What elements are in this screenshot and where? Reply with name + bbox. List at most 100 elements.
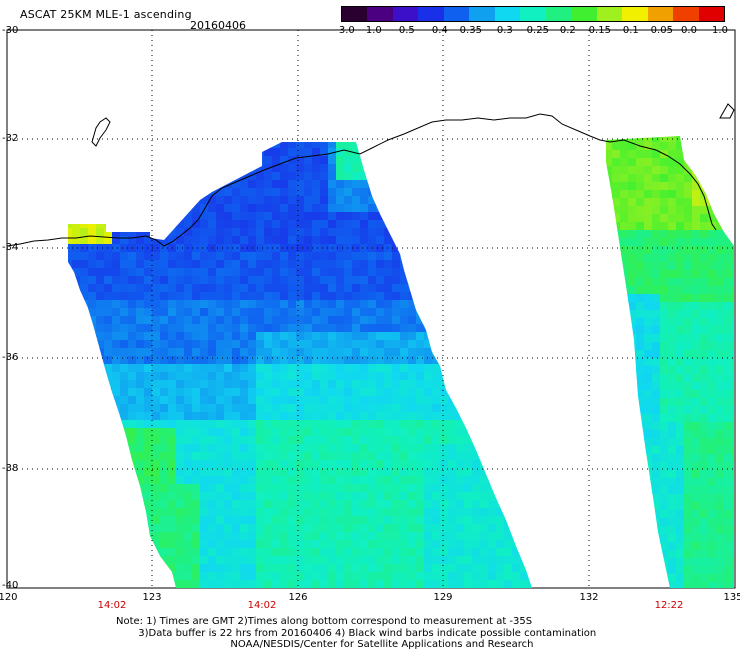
- swath-cell: [136, 468, 145, 477]
- swath-cell: [376, 540, 385, 549]
- swath-cell: [280, 564, 289, 573]
- swath-cell: [264, 252, 273, 261]
- swath-cell: [280, 180, 289, 189]
- swath-cell: [708, 270, 717, 279]
- swath-cell: [256, 292, 265, 301]
- swath-cell: [448, 484, 457, 493]
- swath-cell: [392, 548, 401, 557]
- swath-cell: [692, 254, 701, 263]
- swath-cell: [200, 468, 209, 477]
- swath-cell: [240, 348, 249, 357]
- swath-cell: [320, 468, 329, 477]
- swath-cell: [700, 534, 709, 543]
- swath-cell: [376, 436, 385, 445]
- swath-cell: [216, 540, 225, 549]
- swath-cell: [700, 550, 709, 559]
- swath-cell: [248, 172, 257, 181]
- swath-cell: [384, 228, 393, 237]
- swath-cell: [628, 182, 637, 191]
- swath-cell: [232, 180, 241, 189]
- swath-cell: [152, 276, 161, 285]
- swath-cell: [296, 548, 305, 557]
- swath-cell: [448, 564, 457, 573]
- swath-cell: [136, 324, 145, 333]
- swath-cell: [328, 268, 337, 277]
- swath-cell: [636, 366, 645, 375]
- swath-cell: [288, 308, 297, 317]
- swath-cell: [724, 318, 733, 327]
- swath-cell: [216, 356, 225, 365]
- swath-cell: [464, 468, 473, 477]
- swath-cell: [700, 494, 709, 503]
- swath-cell: [352, 284, 361, 293]
- swath-cell: [80, 260, 89, 269]
- swath-cell: [708, 502, 717, 511]
- swath-cell: [668, 198, 677, 207]
- swath-cell: [700, 310, 709, 319]
- swath-cell: [724, 358, 733, 367]
- swath-cell: [200, 412, 209, 421]
- swath-cell: [184, 300, 193, 309]
- swath-cell: [96, 292, 105, 301]
- swath-cell: [432, 508, 441, 517]
- swath-cell: [456, 572, 465, 581]
- swath-cell: [216, 508, 225, 517]
- swath-cell: [612, 206, 621, 215]
- swath-cell: [384, 404, 393, 413]
- latitude-label: -34: [2, 242, 19, 253]
- swath-cell: [684, 230, 693, 239]
- swath-cell: [96, 220, 105, 229]
- swath-cell: [708, 518, 717, 527]
- swath-cell: [392, 580, 401, 588]
- swath-cell: [464, 532, 473, 541]
- swath-cell: [692, 534, 701, 543]
- swath-cell: [136, 436, 145, 445]
- swath-cell: [432, 436, 441, 445]
- swath-cell: [304, 532, 313, 541]
- swath-cell: [192, 364, 201, 373]
- swath-cell: [120, 300, 129, 309]
- swath-cell: [328, 324, 337, 333]
- swath-cell: [112, 332, 121, 341]
- swath-cell: [368, 212, 377, 221]
- swath-cell: [360, 284, 369, 293]
- swath-cell: [192, 268, 201, 277]
- swath-cell: [732, 390, 734, 399]
- swath-cell: [644, 182, 653, 191]
- swath-cell: [168, 228, 177, 237]
- swath-cell: [144, 500, 153, 509]
- swath-cell: [128, 252, 137, 261]
- swath-cell: [96, 300, 105, 309]
- swath-cell: [288, 356, 297, 365]
- swath-cell: [216, 516, 225, 525]
- swath-cell: [168, 436, 177, 445]
- swath-cell: [200, 420, 209, 429]
- swath-cell: [392, 572, 401, 581]
- swath-cell: [376, 340, 385, 349]
- swath-cell: [104, 332, 113, 341]
- swath-cell: [692, 366, 701, 375]
- swath-cell: [352, 372, 361, 381]
- swath-cell: [732, 246, 734, 255]
- swath-cell: [676, 150, 685, 159]
- swath-cell: [288, 340, 297, 349]
- swath-cell: [104, 284, 113, 293]
- swath-cell: [208, 284, 217, 293]
- swath-cell: [240, 220, 249, 229]
- swath-cell: [280, 420, 289, 429]
- swath-cell: [652, 414, 661, 423]
- swath-cell: [248, 340, 257, 349]
- swath-cell: [692, 374, 701, 383]
- swath-cell: [208, 548, 217, 557]
- swath-cell: [376, 572, 385, 581]
- swath-cell: [684, 254, 693, 263]
- swath-cell: [708, 342, 717, 351]
- swath-cell: [152, 244, 161, 253]
- swath-cell: [320, 548, 329, 557]
- swath-cell: [376, 268, 385, 277]
- swath-cell: [160, 340, 169, 349]
- swath-cell: [176, 524, 185, 533]
- swath-cell: [160, 348, 169, 357]
- swath-cell: [320, 292, 329, 301]
- swath-cell: [352, 444, 361, 453]
